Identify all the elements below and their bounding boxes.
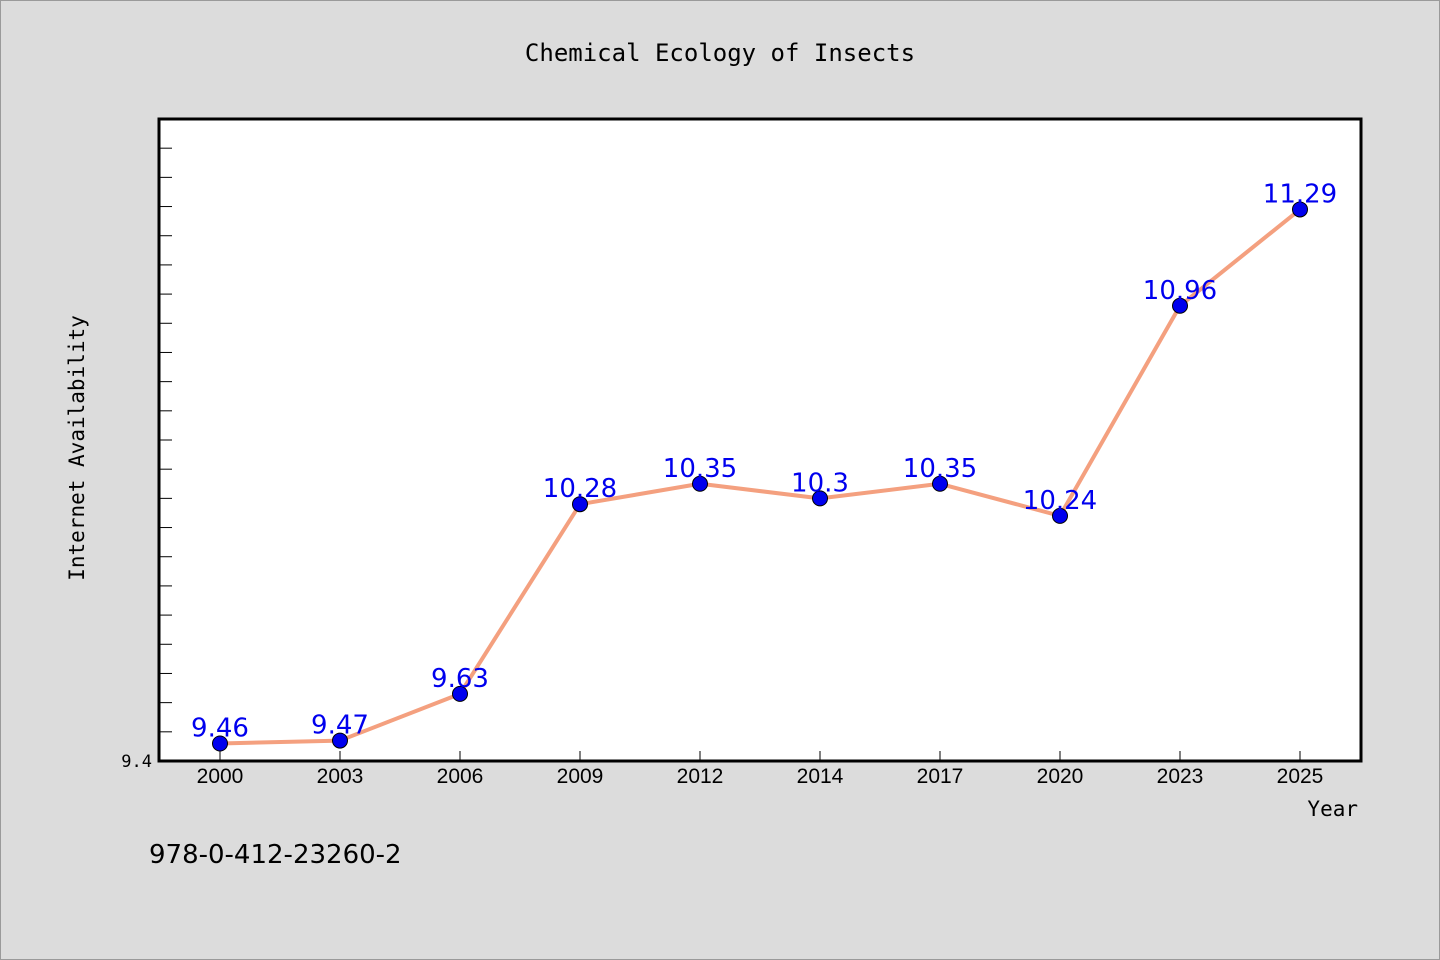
data-label: 9.47	[311, 711, 369, 741]
x-tick-label: 2025	[1277, 765, 1324, 788]
data-point	[1292, 201, 1308, 218]
x-axis: 2000 2003 2006 2009 2012 2014 2017 2020 2023 2025	[197, 751, 1324, 788]
data-label: 10.24	[1023, 486, 1097, 516]
x-tick-label: 2003	[317, 765, 364, 788]
data-label: 11.29	[1263, 179, 1337, 209]
x-tick-label: 2020	[1037, 765, 1084, 788]
data-label: 10.28	[543, 474, 617, 504]
data-label: 10.96	[1143, 276, 1217, 306]
plot-area	[157, 117, 1363, 763]
y-tick-label: 9.4	[121, 752, 152, 772]
data-point	[812, 490, 828, 507]
series-line-group: 9.46 9.47 9.63 10.28 10.35 10.3 10.35 10.24 10.9…	[191, 179, 1337, 752]
data-point	[932, 475, 948, 492]
x-axis-label: Year	[1307, 797, 1358, 821]
data-label: 10.3	[791, 468, 849, 498]
data-label: 10.35	[903, 454, 977, 484]
x-tick-label: 2009	[557, 765, 604, 788]
y-axis-label: Internet Availability	[65, 315, 89, 581]
chart-title: Chemical Ecology of Insects	[525, 39, 915, 67]
data-point	[1052, 507, 1068, 524]
x-tick-label: 2000	[197, 765, 244, 788]
x-tick-label: 2012	[677, 765, 724, 788]
data-point	[212, 735, 228, 752]
data-point	[452, 685, 468, 702]
x-tick-label: 2017	[917, 765, 964, 788]
data-label: 10.35	[663, 454, 737, 484]
data-label: 9.63	[431, 664, 489, 694]
x-tick-label: 2006	[437, 765, 484, 788]
data-point	[332, 732, 348, 749]
y-axis-ticks	[159, 147, 172, 733]
data-point	[572, 496, 588, 513]
series-line	[219, 207, 1302, 746]
data-point	[1172, 297, 1188, 314]
footer-code: 978-0-412-23260-2	[149, 840, 402, 870]
x-tick-label: 2014	[797, 765, 844, 788]
data-point	[692, 475, 708, 492]
x-tick-label: 2023	[1157, 765, 1204, 788]
data-label: 9.46	[191, 713, 249, 743]
